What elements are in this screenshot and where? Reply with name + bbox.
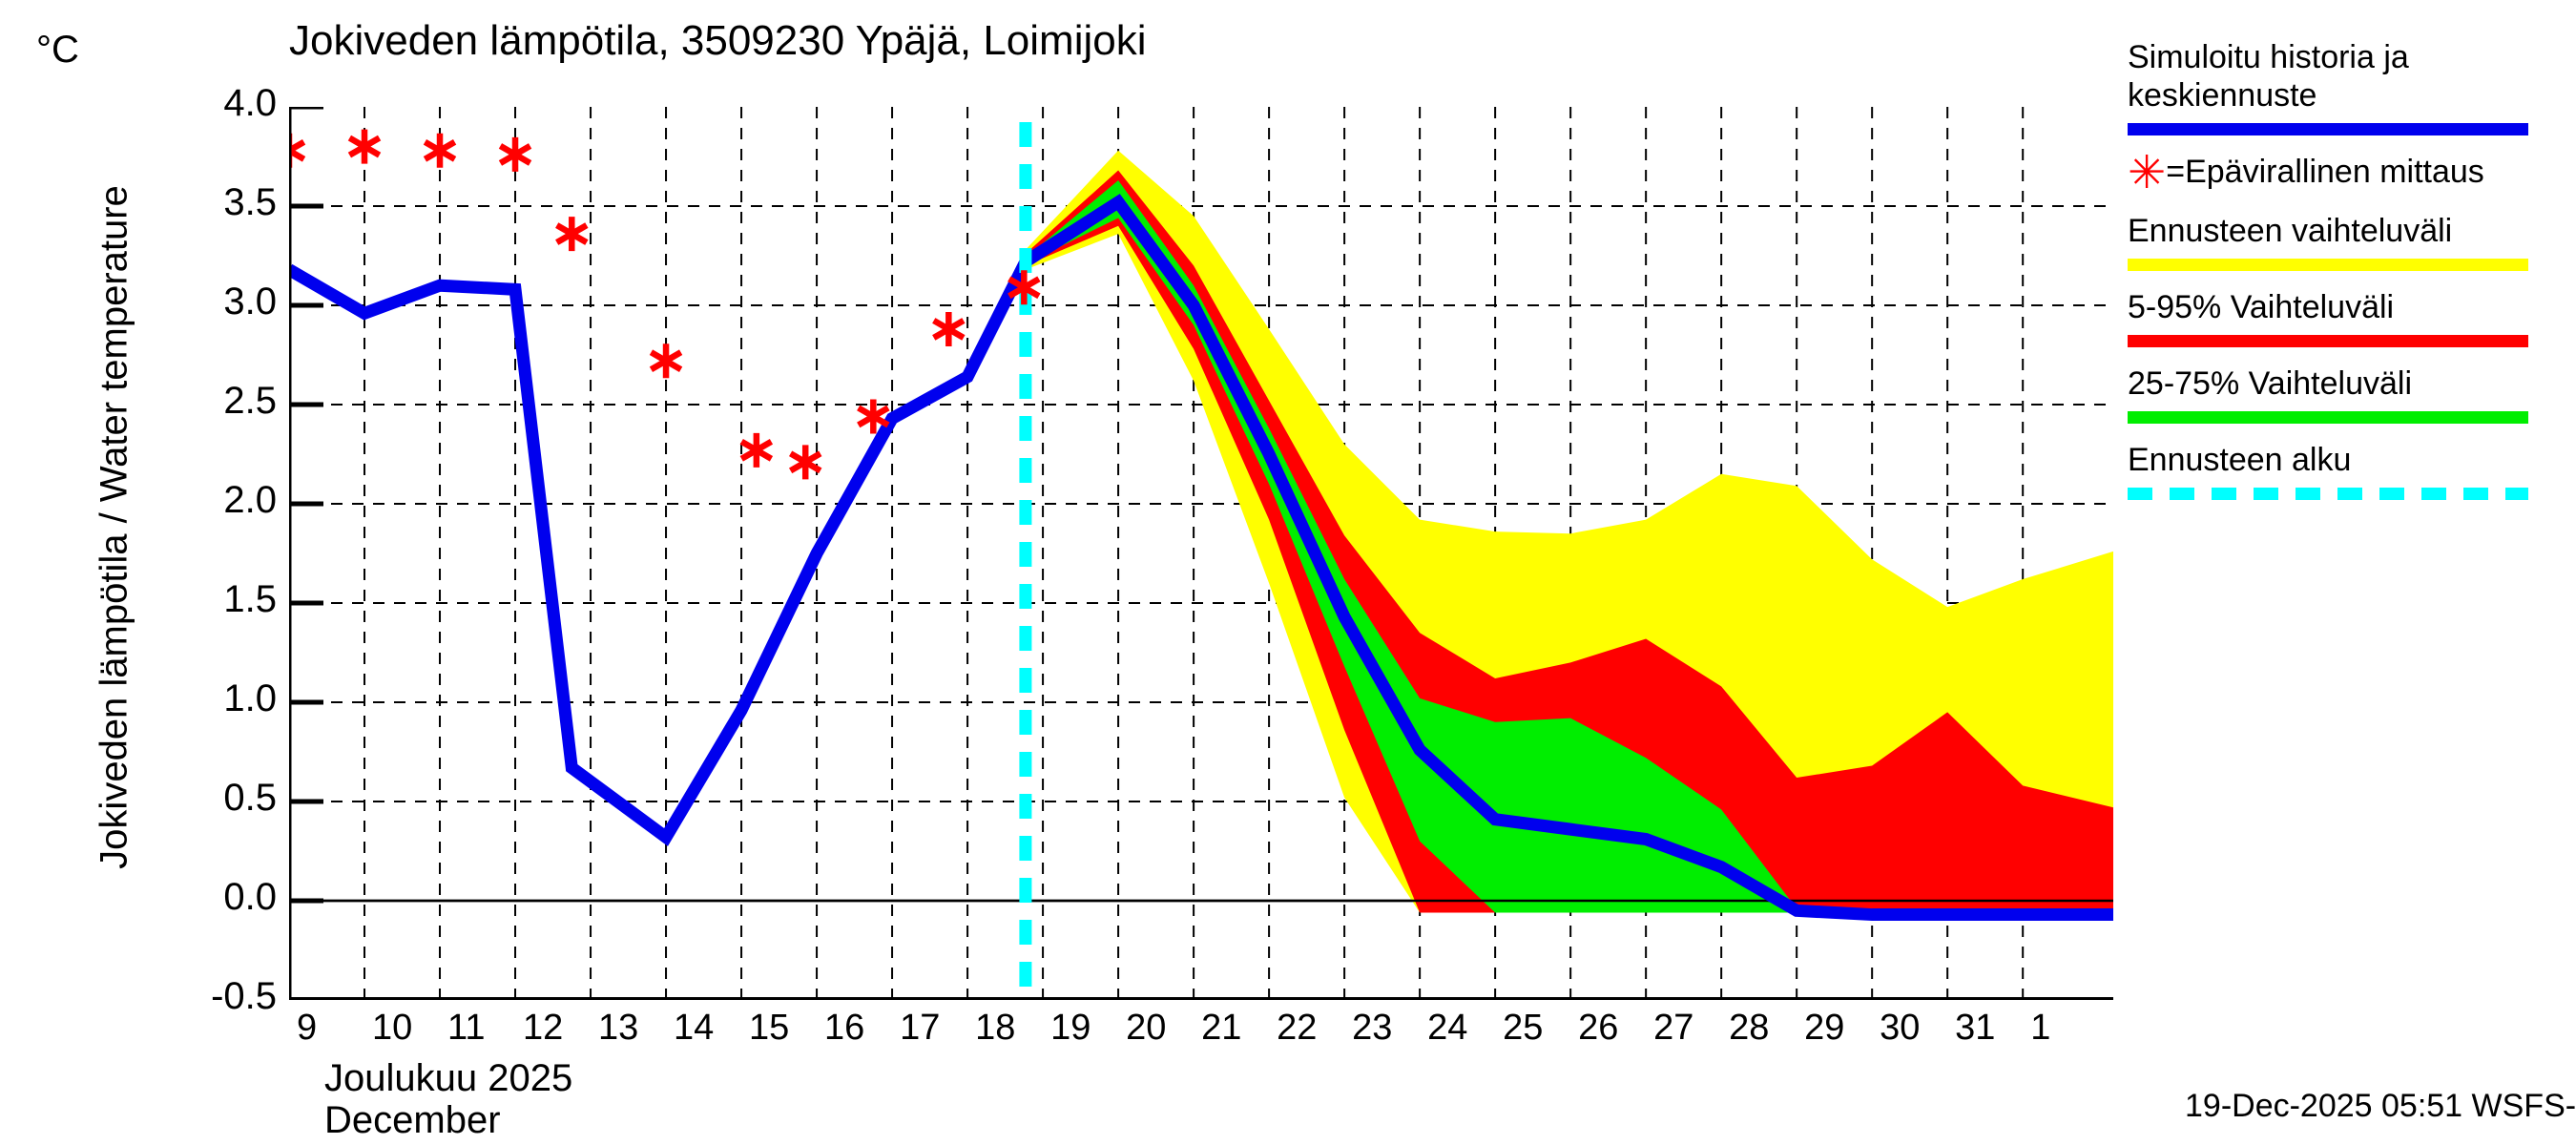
x-tick-label: 21 — [1201, 1008, 1242, 1048]
x-tick-label: 13 — [598, 1008, 639, 1048]
y-tick-label: 3.5 — [223, 181, 277, 223]
measurement-star-marker — [932, 311, 966, 346]
plot-area — [289, 107, 2113, 1000]
legend-p595-label: 5-95% Vaihteluväli — [2128, 289, 2395, 325]
x-tick-label: 31 — [1955, 1008, 1996, 1048]
x-tick-label: 22 — [1277, 1008, 1318, 1048]
x-tick-label: 20 — [1126, 1008, 1167, 1048]
y-tick-label: 2.0 — [223, 479, 277, 521]
x-tick-label: 12 — [523, 1008, 564, 1048]
x-tick-label: 30 — [1880, 1008, 1921, 1048]
measurement-star-marker — [649, 344, 683, 379]
y-tick-label: 1.0 — [223, 677, 277, 719]
legend: Simuloitu historia ja keskiennuste ✳=Epä… — [2128, 38, 2576, 500]
timestamp-footer: 19-Dec-2025 05:51 WSFS-O — [2185, 1088, 2576, 1124]
legend-range-label: Ennusteen vaihteluväli — [2128, 213, 2453, 249]
x-tick-label: 1 — [2030, 1008, 2051, 1048]
y-tick-label: 1.5 — [223, 578, 277, 620]
measurement-star-marker — [347, 129, 382, 164]
plot-svg — [289, 107, 2113, 1000]
x-tick-label: 16 — [824, 1008, 865, 1048]
x-tick-label: 27 — [1653, 1008, 1694, 1048]
x-tick-label: 18 — [975, 1008, 1016, 1048]
x-tick-label: 24 — [1427, 1008, 1468, 1048]
legend-p2575-label: 25-75% Vaihteluväli — [2128, 365, 2412, 402]
simulated-mean-line — [289, 194, 2113, 922]
measurement-star-marker — [788, 445, 822, 480]
x-tick-label: 9 — [297, 1008, 318, 1048]
y-tick-label: 4.0 — [223, 82, 277, 124]
measurement-star-marker — [423, 133, 457, 168]
page-title: Jokiveden lämpötila, 3509230 Ypäjä, Loim… — [289, 17, 1147, 64]
legend-swatch-p2575 — [2128, 411, 2528, 424]
legend-swatch-forecast-start — [2128, 488, 2528, 500]
x-tick-label: 14 — [674, 1008, 715, 1048]
legend-swatch-p595 — [2128, 335, 2528, 347]
legend-unofficial-label: =Epävirallinen mittaus — [2166, 154, 2484, 190]
x-tick-label: 29 — [1804, 1008, 1845, 1048]
x-tick-label: 28 — [1729, 1008, 1770, 1048]
x-axis-month-en: December — [324, 1099, 501, 1141]
legend-swatch-range — [2128, 259, 2528, 271]
measurement-star-marker — [857, 399, 890, 434]
y-axis-label: Jokiveden lämpötila / Water temperature — [93, 185, 135, 869]
x-axis-month-fi: Joulukuu 2025 — [324, 1057, 573, 1099]
forecast-band — [1025, 179, 2113, 913]
x-tick-label: 11 — [447, 1008, 486, 1048]
y-tick-label: 3.0 — [223, 281, 277, 323]
measurement-star-marker — [739, 432, 774, 468]
legend-simulated-label-1: Simuloitu historia ja — [2128, 39, 2409, 75]
x-tick-label: 10 — [372, 1008, 413, 1048]
x-tick-label: 23 — [1352, 1008, 1393, 1048]
legend-swatch-simulated — [2128, 123, 2528, 135]
legend-simulated-label-2: keskiennuste — [2128, 77, 2317, 114]
y-tick-label: 0.0 — [223, 876, 277, 918]
legend-forecast-start-label: Ennusteen alku — [2128, 442, 2352, 478]
y-axis-ticks: 4.0 3.5 3.0 2.5 2.0 1.5 1.0 0.5 0.0 -0.5 — [153, 0, 277, 1145]
measurement-star-marker — [289, 133, 306, 168]
star-icon: ✳ — [2128, 148, 2167, 198]
measurement-star-marker — [1008, 270, 1041, 305]
y-tick-label: -0.5 — [211, 975, 277, 1017]
measurement-star-marker — [498, 136, 532, 172]
x-tick-label: 19 — [1050, 1008, 1091, 1048]
measurement-star-marker — [555, 217, 589, 252]
x-tick-label: 17 — [900, 1008, 941, 1048]
forecast-band — [1025, 150, 2113, 913]
x-tick-label: 26 — [1578, 1008, 1619, 1048]
unit-label: °C — [36, 29, 79, 71]
y-tick-label: 2.5 — [223, 380, 277, 422]
x-tick-label: 15 — [749, 1008, 790, 1048]
y-tick-label: 0.5 — [223, 777, 277, 819]
x-tick-label: 25 — [1503, 1008, 1544, 1048]
